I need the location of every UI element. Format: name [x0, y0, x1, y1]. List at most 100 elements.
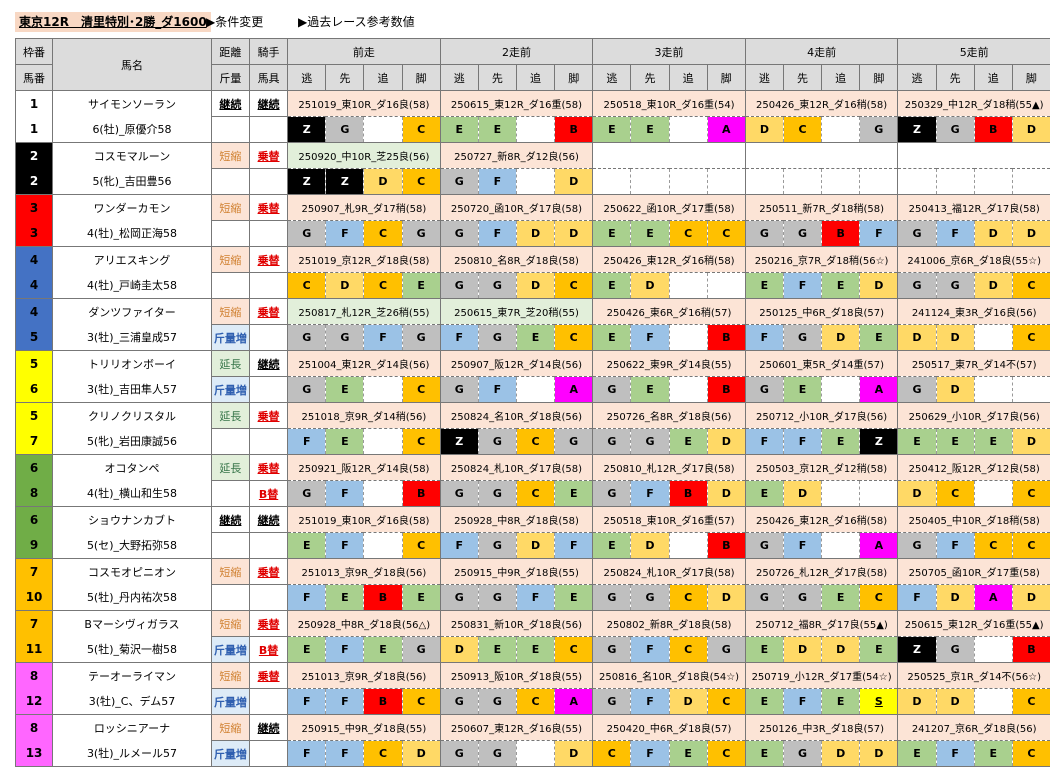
jockey-tag[interactable]: 乗替	[250, 143, 288, 169]
past-race-info[interactable]: 250907_阪12R_ダ14良(56)	[440, 351, 593, 377]
past-race-info[interactable]: 251018_京9R_ダ14稍(56)	[288, 403, 441, 429]
horse-name[interactable]: ショウナンカブト	[53, 507, 212, 533]
past-race-info[interactable]: 250831_新10R_ダ18良(56)	[440, 611, 593, 637]
past-race-info[interactable]: 250607_東12R_ダ16良(55)	[440, 715, 593, 741]
past-race-info[interactable]: 250518_東10R_ダ16重(57)	[593, 507, 746, 533]
past-race-info[interactable]: 250817_札12R_芝26稍(55)	[288, 299, 441, 325]
horse-name[interactable]: オコタンペ	[53, 455, 212, 481]
condition-change-link[interactable]: ▶条件変更	[206, 12, 263, 32]
past-race-info[interactable]: 250622_東9R_ダ14良(55)	[593, 351, 746, 377]
horse-name[interactable]: コスモオピニオン	[53, 559, 212, 585]
past-race-info[interactable]	[593, 143, 746, 169]
past-race-info[interactable]: 250622_函10R_ダ17重(58)	[593, 195, 746, 221]
horse-name[interactable]: テーオーライマン	[53, 663, 212, 689]
equipment-tag[interactable]	[250, 221, 288, 247]
past-race-info[interactable]: 250810_札12R_ダ17良(58)	[593, 455, 746, 481]
past-race-info[interactable]: 250915_中9R_ダ18良(55)	[440, 559, 593, 585]
jockey-tag[interactable]: 乗替	[250, 299, 288, 325]
horse-name[interactable]: アリエスキング	[53, 247, 212, 273]
past-race-info[interactable]: 250720_函10R_ダ17良(58)	[440, 195, 593, 221]
past-race-info[interactable]: 250601_東5R_ダ14重(57)	[745, 351, 898, 377]
past-race-info[interactable]: 250525_京1R_ダ14不(56☆)	[898, 663, 1050, 689]
past-race-info[interactable]: 250727_新8R_ダ12良(56)	[440, 143, 593, 169]
past-race-info[interactable]: 251019_東10R_ダ16良(58)	[288, 507, 441, 533]
past-race-info[interactable]: 250726_名8R_ダ18良(56)	[593, 403, 746, 429]
past-race-reference-link[interactable]: ▶過去レース参考数値	[298, 12, 415, 32]
equipment-tag[interactable]	[250, 533, 288, 559]
equipment-tag[interactable]	[250, 117, 288, 143]
past-race-info[interactable]: 250420_中6R_ダ18良(57)	[593, 715, 746, 741]
horse-name[interactable]: Bマーシヴィガラス	[53, 611, 212, 637]
past-race-info[interactable]: 250928_中8R_ダ18良(56△)	[288, 611, 441, 637]
past-race-info[interactable]: 250802_新8R_ダ18良(58)	[593, 611, 746, 637]
past-race-info[interactable]: 250329_中12R_ダ18稍(55▲)	[898, 91, 1050, 117]
jockey-tag[interactable]: 乗替	[250, 195, 288, 221]
horse-name[interactable]: コスモマルーン	[53, 143, 212, 169]
equipment-tag[interactable]	[250, 585, 288, 611]
past-race-info[interactable]: 251019_東10R_ダ16良(58)	[288, 91, 441, 117]
horse-name[interactable]: ダンツファイター	[53, 299, 212, 325]
jockey-tag[interactable]: 乗替	[250, 611, 288, 637]
past-race-info[interactable]: 251013_京9R_ダ18良(56)	[288, 663, 441, 689]
past-race-info[interactable]: 250712_小10R_ダ17良(56)	[745, 403, 898, 429]
race-title-link[interactable]: 東京12R 清里特別･2勝_ダ1600	[15, 12, 211, 32]
past-race-info[interactable]: 250719_小12R_ダ17重(54☆)	[745, 663, 898, 689]
equipment-tag[interactable]: B替	[250, 481, 288, 507]
past-race-info[interactable]: 250503_京12R_ダ12稍(58)	[745, 455, 898, 481]
equipment-tag[interactable]	[250, 689, 288, 715]
past-race-info[interactable]: 250511_新7R_ダ18稍(58)	[745, 195, 898, 221]
past-race-info[interactable]: 250518_東10R_ダ16重(54)	[593, 91, 746, 117]
past-race-info[interactable]: 250426_東6R_ダ16稍(57)	[593, 299, 746, 325]
past-race-info[interactable]: 250824_札10R_ダ17良(58)	[440, 455, 593, 481]
past-race-info[interactable]: 250615_東7R_芝20稍(55)	[440, 299, 593, 325]
jockey-tag[interactable]: 継続	[250, 507, 288, 533]
past-race-info[interactable]: 250412_阪12R_ダ12良(58)	[898, 455, 1050, 481]
past-race-info[interactable]: 250629_小10R_ダ17良(56)	[898, 403, 1050, 429]
past-race-info[interactable]: 250517_東7R_ダ14不(57)	[898, 351, 1050, 377]
equipment-tag[interactable]	[250, 169, 288, 195]
past-race-info[interactable]: 250920_中10R_芝25良(56)	[288, 143, 441, 169]
jockey-tag[interactable]: 継続	[250, 91, 288, 117]
jockey-tag[interactable]: 乗替	[250, 403, 288, 429]
past-race-info[interactable]: 250615_東12R_ダ16重(58)	[440, 91, 593, 117]
past-race-info[interactable]: 250913_阪10R_ダ18良(55)	[440, 663, 593, 689]
jockey-tag[interactable]: 乗替	[250, 247, 288, 273]
equipment-tag[interactable]: B替	[250, 637, 288, 663]
past-race-info[interactable]	[898, 143, 1050, 169]
past-race-info[interactable]: 250921_阪12R_ダ14良(58)	[288, 455, 441, 481]
horse-name[interactable]: ワンダーカモン	[53, 195, 212, 221]
equipment-tag[interactable]	[250, 377, 288, 403]
equipment-tag[interactable]	[250, 325, 288, 351]
past-race-info[interactable]: 250712_福8R_ダ17良(55▲)	[745, 611, 898, 637]
jockey-tag[interactable]: 継続	[250, 715, 288, 741]
equipment-tag[interactable]	[250, 429, 288, 455]
horse-name[interactable]: サイモンソーラン	[53, 91, 212, 117]
horse-name[interactable]: トリリオンボーイ	[53, 351, 212, 377]
past-race-info[interactable]: 241124_東3R_ダ16良(56)	[898, 299, 1050, 325]
past-race-info[interactable]: 250907_札9R_ダ17稍(58)	[288, 195, 441, 221]
past-race-info[interactable]: 250216_京7R_ダ18稍(56☆)	[745, 247, 898, 273]
equipment-tag[interactable]	[250, 741, 288, 767]
horse-name[interactable]: ロッシニアーナ	[53, 715, 212, 741]
past-race-info[interactable]: 250426_東12R_ダ16稍(58)	[745, 91, 898, 117]
past-race-info[interactable]: 251013_京9R_ダ18良(56)	[288, 559, 441, 585]
past-race-info[interactable]: 250615_東12R_ダ16重(55▲)	[898, 611, 1050, 637]
past-race-info[interactable]: 250824_名10R_ダ18良(56)	[440, 403, 593, 429]
past-race-info[interactable]: 241207_京6R_ダ18良(56)	[898, 715, 1050, 741]
past-race-info[interactable]: 250928_中8R_ダ18良(58)	[440, 507, 593, 533]
jockey-tag[interactable]: 乗替	[250, 455, 288, 481]
past-race-info[interactable]: 250810_名8R_ダ18良(58)	[440, 247, 593, 273]
past-race-info[interactable]: 250426_東12R_ダ16稍(58)	[745, 507, 898, 533]
past-race-info[interactable]: 250705_函10R_ダ17重(58)	[898, 559, 1050, 585]
past-race-info[interactable]: 251004_東12R_ダ14良(56)	[288, 351, 441, 377]
past-race-info[interactable]: 250125_中6R_ダ18良(57)	[745, 299, 898, 325]
past-race-info[interactable]: 250405_中10R_ダ18稍(58)	[898, 507, 1050, 533]
horse-name[interactable]: クリノクリスタル	[53, 403, 212, 429]
past-race-info[interactable]: 251019_京12R_ダ18良(58)	[288, 247, 441, 273]
past-race-info[interactable]: 250426_東12R_ダ16稍(58)	[593, 247, 746, 273]
past-race-info[interactable]: 250126_中3R_ダ18良(57)	[745, 715, 898, 741]
jockey-tag[interactable]: 継続	[250, 351, 288, 377]
past-race-info[interactable]	[745, 143, 898, 169]
past-race-info[interactable]: 250824_札10R_ダ17良(58)	[593, 559, 746, 585]
equipment-tag[interactable]	[250, 273, 288, 299]
